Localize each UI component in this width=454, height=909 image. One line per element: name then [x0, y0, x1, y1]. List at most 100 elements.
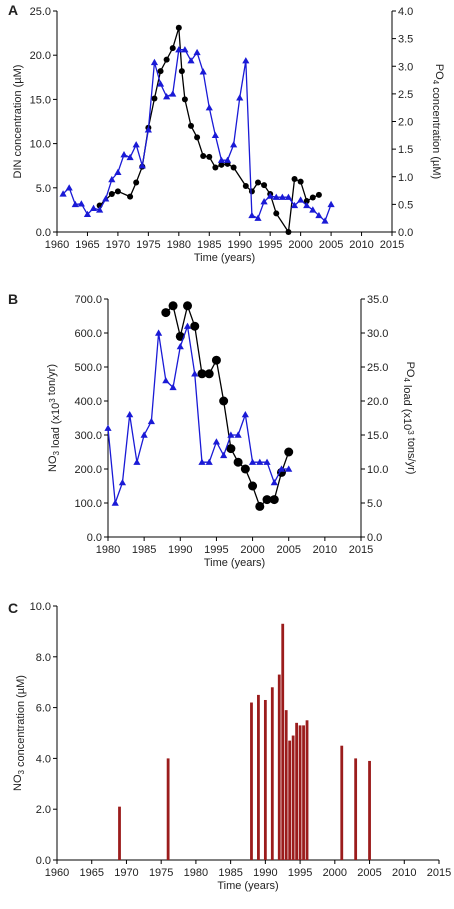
x-tick-label: 1975 — [149, 867, 173, 879]
data-point — [260, 198, 268, 205]
y-tick-label-right: 10.0 — [367, 464, 388, 476]
bar — [340, 745, 344, 860]
data-point — [241, 411, 249, 418]
y-tick-label-left: 100.0 — [74, 498, 102, 510]
data-point — [272, 193, 280, 200]
data-point — [315, 191, 322, 198]
data-point — [212, 164, 219, 171]
x-tick-label: 2010 — [313, 544, 337, 556]
bar — [302, 725, 305, 860]
data-point — [309, 206, 317, 213]
y-tick-label-left: 600.0 — [74, 328, 102, 340]
y-tick-label-left: 20.0 — [30, 50, 51, 62]
data-point — [284, 193, 293, 200]
panel-B: 1980 1985 1990 1995 2000 2005 2010 20150.0100.0… — [8, 291, 417, 569]
y-tick-label-left: 0.0 — [87, 532, 102, 544]
data-point — [65, 184, 73, 191]
data-point — [227, 431, 235, 438]
data-point — [315, 211, 323, 219]
x-axis-title: Time (years) — [204, 557, 265, 569]
x-axis-title: Time (years) — [217, 880, 278, 892]
y-tick-label-left: 400.0 — [74, 396, 102, 408]
data-point — [278, 193, 286, 200]
data-point — [59, 190, 67, 197]
data-point — [188, 122, 194, 129]
y-axis-title-left: NO3 load (x103 ton/yr) — [46, 364, 62, 472]
data-point — [219, 396, 229, 406]
x-tick-label: 1975 — [136, 239, 160, 251]
data-point — [190, 321, 200, 331]
data-point — [181, 46, 189, 53]
bar — [288, 740, 292, 860]
bar — [277, 674, 281, 860]
data-point — [151, 95, 158, 102]
data-point — [290, 201, 299, 209]
y-tick-label-left: 15.0 — [30, 94, 51, 106]
data-point — [147, 417, 155, 425]
bar — [263, 699, 267, 860]
data-point — [181, 96, 188, 103]
data-point — [233, 457, 243, 467]
y-tick-label-right: 2.5 — [398, 89, 413, 101]
x-tick-label: 2005 — [357, 867, 381, 879]
data-point — [140, 431, 148, 438]
data-point — [285, 229, 292, 235]
data-point — [273, 210, 280, 217]
x-tick-label: 2000 — [323, 867, 347, 879]
data-point — [321, 217, 329, 224]
data-point — [133, 458, 141, 465]
y-tick-label-right: 5.0 — [367, 498, 382, 510]
data-point — [120, 151, 128, 158]
data-point — [194, 134, 201, 141]
data-point — [193, 48, 201, 56]
data-point — [157, 68, 164, 75]
data-point — [200, 152, 207, 159]
bar — [166, 758, 170, 860]
data-point — [199, 68, 207, 75]
data-point — [255, 501, 265, 511]
y-axis-title-right: PO4 concentration (µM) — [430, 64, 445, 179]
data-point — [255, 179, 261, 186]
x-tick-label: 1990 — [253, 867, 277, 879]
y-tick-label-right: 35.0 — [367, 294, 388, 306]
data-point — [163, 93, 171, 100]
y-axis-title-left: DIN concentration (µM) — [12, 65, 24, 179]
x-axis-title: Time (years) — [194, 252, 255, 264]
data-point — [248, 188, 255, 195]
x-tick-label: 1985 — [218, 867, 242, 879]
data-point — [309, 194, 316, 201]
y-tick-label-right: 0.5 — [398, 199, 413, 211]
data-point — [242, 183, 249, 190]
y-tick-label-left: 2.0 — [36, 804, 51, 816]
data-point — [114, 188, 121, 195]
data-point — [248, 211, 256, 219]
bar — [298, 725, 302, 860]
x-tick-label: 1965 — [75, 239, 99, 251]
data-point — [77, 200, 85, 207]
data-point — [236, 94, 244, 101]
panel-label: A — [8, 2, 18, 18]
y-tick-label-right: 0.0 — [398, 227, 413, 239]
y-tick-label-left: 5.0 — [36, 183, 51, 195]
bar — [257, 694, 260, 860]
y-tick-label-right: 20.0 — [367, 396, 388, 408]
data-point — [138, 162, 146, 169]
data-point — [242, 57, 250, 64]
x-tick-label: 1985 — [197, 239, 221, 251]
data-point — [240, 464, 250, 474]
data-point — [187, 57, 195, 64]
data-point — [118, 479, 127, 486]
data-point — [205, 104, 213, 111]
data-point — [226, 444, 236, 454]
data-point — [211, 355, 221, 365]
data-point — [163, 56, 170, 63]
data-point — [269, 495, 279, 505]
data-point — [175, 24, 182, 31]
data-point — [102, 195, 110, 202]
data-point — [261, 182, 268, 189]
data-point — [256, 458, 264, 465]
bar — [284, 710, 288, 860]
data-point — [175, 46, 183, 53]
y-tick-label-right: 1.0 — [398, 172, 413, 184]
data-point — [126, 411, 134, 418]
